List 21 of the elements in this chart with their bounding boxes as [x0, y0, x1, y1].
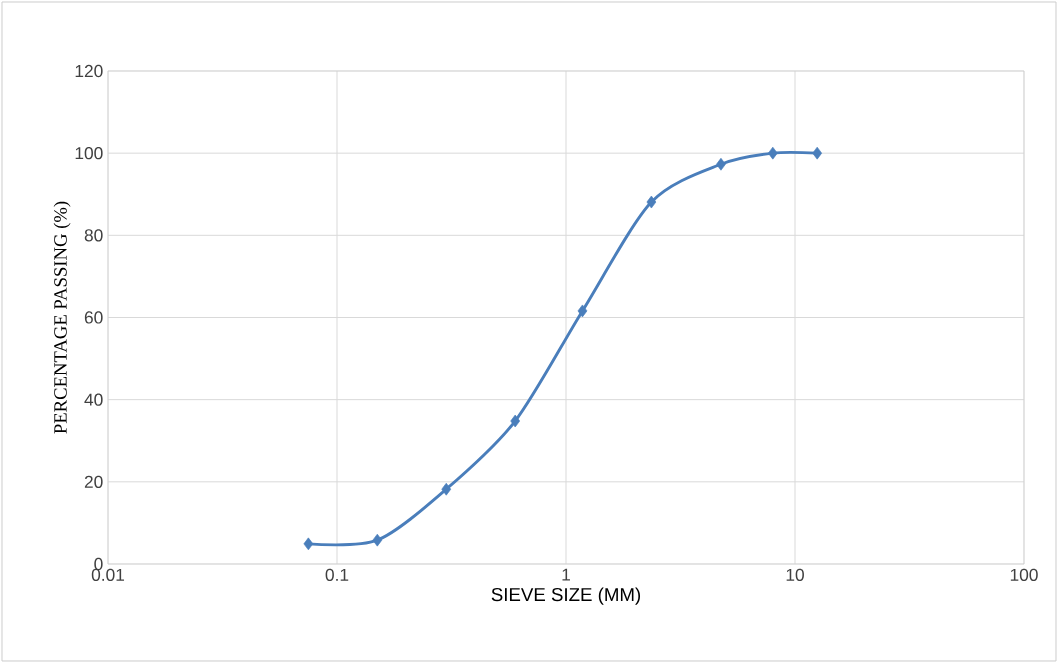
y-tick-label: 20 [84, 475, 103, 488]
y-tick-label: 60 [84, 311, 103, 324]
y-tick-label: 0 [94, 557, 103, 571]
x-tick-label: 1 [562, 568, 570, 581]
point [716, 157, 726, 171]
point [441, 482, 452, 496]
x-axis-title: SIEVE SIZE (MM) [491, 587, 641, 605]
point [303, 537, 314, 551]
y-tick-label: 80 [84, 229, 103, 242]
point [372, 533, 383, 547]
y-tick-label: 100 [75, 147, 103, 160]
point [577, 304, 588, 318]
x-tick-label: 10 [786, 568, 804, 581]
y-tick-label: 120 [75, 64, 103, 78]
y-tick-label: 40 [84, 393, 103, 406]
point [646, 195, 657, 209]
point [510, 414, 521, 428]
y-axis-title: PERCENTAGE PASSING (%) [53, 201, 71, 434]
x-tick-label: 0.1 [325, 568, 349, 581]
x-tick-label: 100 [1010, 568, 1038, 581]
x-tick-label: 0.01 [91, 568, 125, 581]
